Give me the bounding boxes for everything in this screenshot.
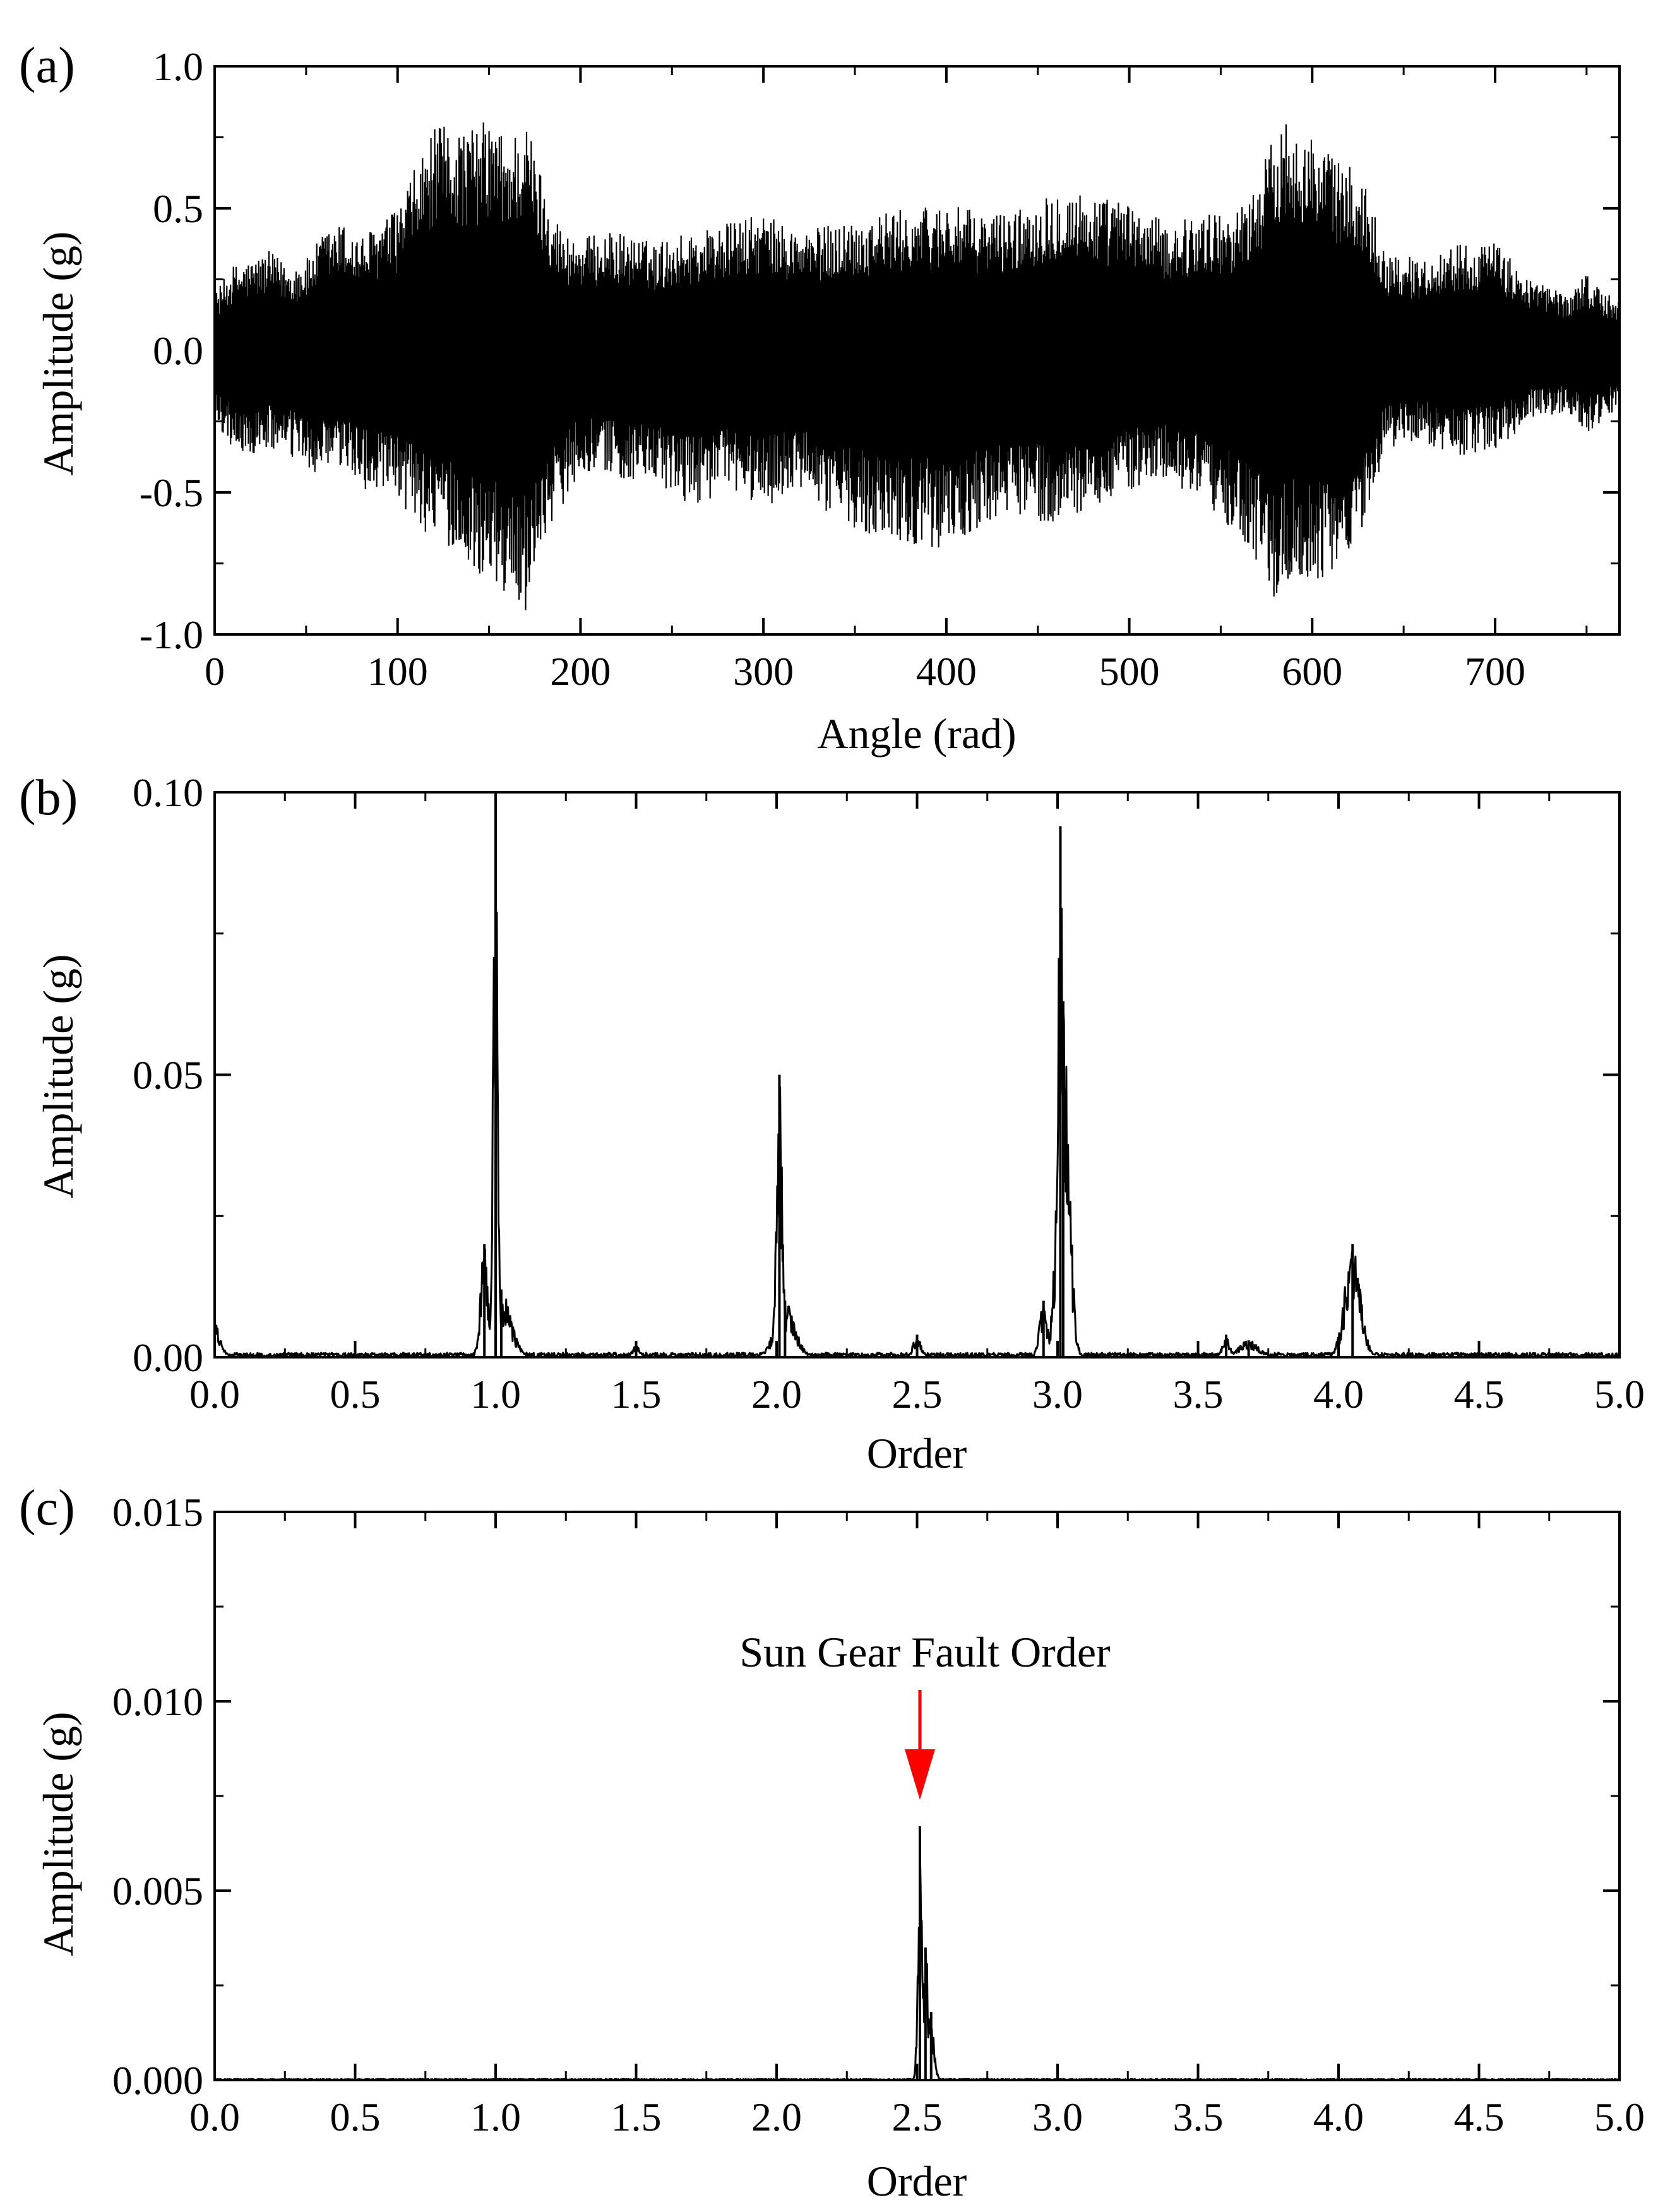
panel-c-x-tick-label: 1.5: [611, 2095, 662, 2139]
panel-a-plot-area: [215, 122, 1619, 610]
panel-a-signal-line: [215, 122, 1619, 610]
panel-c-annotation-text: Sun Gear Fault Order: [739, 1628, 1111, 1676]
panel-b-x-tick-label: 1.0: [470, 1372, 521, 1417]
panel-b-x-tick-label: 0.0: [189, 1372, 240, 1417]
panel-c-y-tick-label: 0.015: [112, 1490, 203, 1535]
panel-a-x-tick-label: 300: [733, 649, 794, 694]
panel-c-x-tick-label: 2.5: [892, 2095, 943, 2139]
panel-b-y-axis-title: Amplitude (g): [34, 954, 82, 1198]
panel-c-y-tick-label: 0.000: [112, 2058, 203, 2103]
panel-c-x-tick-label: 0.5: [330, 2095, 381, 2139]
panel-b-x-axis-title: Order: [867, 1429, 967, 1477]
panel-a-x-tick-label: 700: [1465, 649, 1525, 694]
panel-b-axes: 0.0 0.5 1.0 1.5 2.0 2.5 3.0 3.5 4.0 4.5 5.0 0.00 0.0…: [133, 770, 1645, 1417]
panel-a-y-tick-label: -0.5: [140, 470, 203, 515]
panel-b-x-tick-label: 0.5: [330, 1372, 381, 1417]
fault-arrow-head: [904, 1749, 935, 1800]
panel-a-y-axis-title: Amplitude (g): [34, 231, 82, 475]
panel-c-x-tick-label: 3.0: [1032, 2095, 1083, 2139]
panel-a-x-tick-label: 0: [205, 649, 225, 694]
panel-c-x-tick-label: 1.0: [470, 2095, 521, 2139]
panel-b-y-tick-label: 0.10: [133, 770, 203, 815]
panel-a-x-tick-label: 200: [550, 649, 611, 694]
panel-c-x-tick-label: 4.0: [1313, 2095, 1364, 2139]
panel-a-x-axis-title: Angle (rad): [817, 710, 1016, 758]
panel-a-axes: 0 100 200 300 400 500 600 700 -1.0 -0.5 0.0 0.5 1.0: [140, 44, 1621, 694]
panel-b-x-tick-label: 5.0: [1594, 1372, 1645, 1417]
panel-b-spectrum-line: [215, 907, 1619, 1357]
panel-b-x-tick-label: 4.0: [1313, 1372, 1364, 1417]
panel-a-x-tick-label: 100: [367, 649, 428, 694]
panel-b-x-tick-label: 3.0: [1032, 1372, 1083, 1417]
panel-c-plot-area: [215, 1826, 1619, 2080]
panel-c: (c) 0.0 0.5 1.0 1.5 2.0 2.5 3.0 3.5 4.0 4.5 5.00.0…: [19, 1480, 1645, 2205]
panel-c-x-tick-label: 0.0: [189, 2095, 240, 2139]
panel-b-y-tick-label: 0.00: [133, 1335, 203, 1380]
panel-a-x-tick-label: 400: [916, 649, 977, 694]
panel-b: (b) 0.0 0.5 1.0 1.5 2.0 2.5 3.0 3.5 4.0 4.5 5.00.0…: [19, 770, 1645, 1477]
panel-b-x-tick-label: 2.5: [892, 1372, 943, 1417]
panel-a-y-tick-label: 1.0: [153, 44, 203, 89]
panel-b-plot-area: [215, 792, 1619, 1357]
panel-c-y-axis-title: Amplitude (g): [34, 1711, 82, 1956]
panel-c-x-tick-label: 4.5: [1454, 2095, 1505, 2139]
panel-a-label: (a): [19, 38, 75, 93]
panel-b-label: (b): [19, 770, 78, 826]
panel-b-x-tick-label: 3.5: [1173, 1372, 1224, 1417]
panel-a-y-tick-label: 0.5: [153, 186, 203, 231]
panel-a: (a) 0 100 200 300 400 500 600 700 -1.0 -0.5 0.0 0.5…: [19, 38, 1621, 758]
panel-b-frame: [213, 791, 1621, 1359]
panel-b-x-tick-label: 1.5: [611, 1372, 662, 1417]
panel-c-axes: 0.0 0.5 1.0 1.5 2.0 2.5 3.0 3.5 4.0 4.5 5.0 0.000 0.…: [112, 1490, 1645, 2139]
panel-c-x-tick-label: 5.0: [1594, 2095, 1645, 2139]
panel-b-x-tick-label: 2.0: [751, 1372, 802, 1417]
panel-b-x-tick-label: 4.5: [1454, 1372, 1505, 1417]
panel-a-y-tick-label: 0.0: [153, 328, 203, 373]
panel-c-y-tick-label: 0.010: [112, 1679, 203, 1724]
panel-c-x-tick-label: 2.0: [751, 2095, 802, 2139]
panel-b-y-tick-label: 0.05: [133, 1053, 203, 1098]
panel-c-x-tick-label: 3.5: [1173, 2095, 1224, 2139]
panel-a-x-tick-label: 500: [1099, 649, 1160, 694]
panel-a-x-tick-label: 600: [1282, 649, 1342, 694]
panel-c-y-tick-label: 0.005: [112, 1869, 203, 1913]
panel-c-x-axis-title: Order: [867, 2157, 967, 2205]
panel-c-spectrum-line: [215, 1850, 1619, 2080]
panel-c-label: (c): [19, 1480, 75, 1536]
panel-a-y-tick-label: -1.0: [140, 612, 203, 657]
